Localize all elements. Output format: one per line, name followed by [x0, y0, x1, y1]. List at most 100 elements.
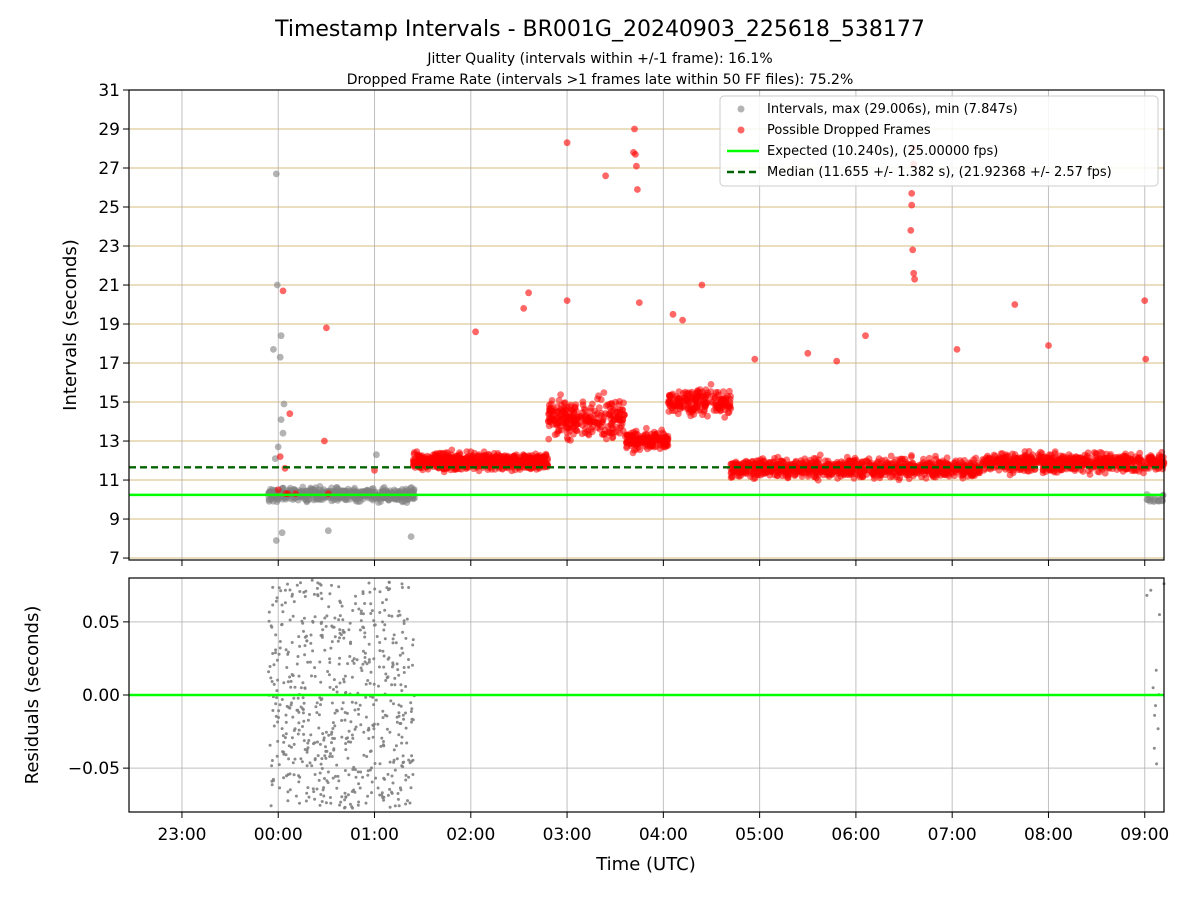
residual-point [271, 603, 275, 607]
residual-point [302, 616, 306, 620]
residual-point [331, 776, 335, 780]
dropped-frame-point [1067, 453, 1075, 461]
residual-point [350, 700, 354, 704]
dropped-frame-point [774, 453, 782, 461]
interval-point-outlier [280, 400, 288, 408]
residual-point [295, 583, 299, 587]
residual-point [407, 586, 411, 589]
top-y-tick-label-31: 31 [98, 81, 120, 101]
residual-point [344, 748, 348, 752]
residual-point [340, 719, 344, 722]
residual-point [305, 750, 309, 754]
dropped-frame-point [943, 454, 951, 462]
residual-point [302, 701, 306, 705]
residual-point [390, 614, 394, 618]
residual-point [306, 746, 310, 750]
residual-point [308, 713, 311, 716]
residual-point [370, 780, 374, 784]
dropped-frame-point [588, 428, 596, 436]
residual-point [404, 778, 408, 782]
residual-point [322, 794, 326, 798]
dropped-frame-point-outlier [751, 355, 759, 363]
residual-point [332, 747, 336, 751]
residual-point [270, 764, 274, 768]
residual-point [339, 601, 342, 605]
residual-point [364, 715, 368, 719]
residual-point [267, 610, 271, 614]
residual-point [337, 779, 341, 783]
residual-point [313, 674, 317, 678]
residual-point [312, 742, 315, 746]
residual-point [308, 761, 312, 765]
residual-point [386, 793, 390, 797]
residual-point [402, 666, 406, 669]
dropped-frame-point [620, 411, 628, 419]
residual-point [397, 733, 401, 737]
dropped-frame-point [1055, 456, 1062, 464]
residual-point [349, 642, 352, 646]
residual-point [366, 769, 370, 773]
residual-point [411, 718, 415, 722]
residual-point [330, 640, 334, 644]
residual-point [298, 590, 302, 593]
dropped-frame-point [627, 440, 635, 447]
residual-point [338, 656, 342, 660]
residual-point [278, 786, 282, 790]
residual-point [275, 596, 279, 600]
dropped-frame-point [600, 389, 608, 396]
residual-point [366, 794, 370, 798]
residual-point [335, 763, 339, 767]
residual-point [341, 701, 345, 705]
x-tick-label-07:00: 07:00 [928, 825, 977, 845]
residual-point [384, 672, 388, 676]
residual-point [299, 686, 303, 690]
dropped-frame-point-outlier [472, 328, 479, 336]
residual-point [281, 734, 285, 738]
dropped-frame-point [657, 434, 665, 442]
residual-point [282, 681, 286, 685]
interval-point [410, 486, 418, 493]
residual-point [378, 649, 382, 653]
residual-point [357, 782, 361, 786]
residual-point [320, 697, 324, 701]
residual-point [269, 804, 273, 808]
residual-point [283, 736, 287, 740]
dropped-frame-point [709, 392, 717, 400]
residual-point [292, 729, 296, 732]
dropped-frame-point [563, 434, 571, 441]
dropped-frame-point [1146, 458, 1154, 465]
residual-point [404, 685, 408, 688]
residual-point [320, 597, 324, 601]
residual-point [371, 695, 375, 699]
residual-point [384, 679, 388, 682]
top-y-tick-label-29: 29 [98, 120, 120, 140]
dropped-frame-point [548, 397, 556, 404]
dropped-frame-point [1064, 460, 1072, 468]
dropped-frame-point-outlier [669, 310, 677, 318]
residual-point [350, 733, 354, 737]
residual-point [375, 635, 379, 638]
residual-point [321, 788, 325, 792]
dropped-frame-point [961, 457, 968, 464]
residual-point [319, 591, 323, 595]
dropped-frame-point [469, 452, 477, 459]
dropped-frame-point [533, 454, 541, 461]
residual-point [383, 777, 387, 781]
residual-point [406, 799, 409, 803]
dropped-frame-point [887, 452, 895, 460]
residual-point [382, 740, 385, 743]
residual-point [381, 743, 385, 747]
residual-point [380, 736, 384, 740]
residual-point [407, 665, 411, 669]
residual-point [1151, 686, 1155, 690]
dropped-frame-point-outlier [698, 281, 706, 289]
residual-point [271, 709, 275, 712]
residual-point [317, 726, 321, 730]
dropped-frame-point-outlier [833, 357, 841, 365]
residual-point [324, 756, 328, 760]
top-panel-frame [128, 89, 1165, 561]
bottom-y-tick-label-0: 0.00 [82, 686, 120, 706]
residual-point [330, 741, 333, 745]
residual-point [387, 656, 391, 660]
bottom-y-tick-label-0.05: 0.05 [82, 613, 120, 633]
